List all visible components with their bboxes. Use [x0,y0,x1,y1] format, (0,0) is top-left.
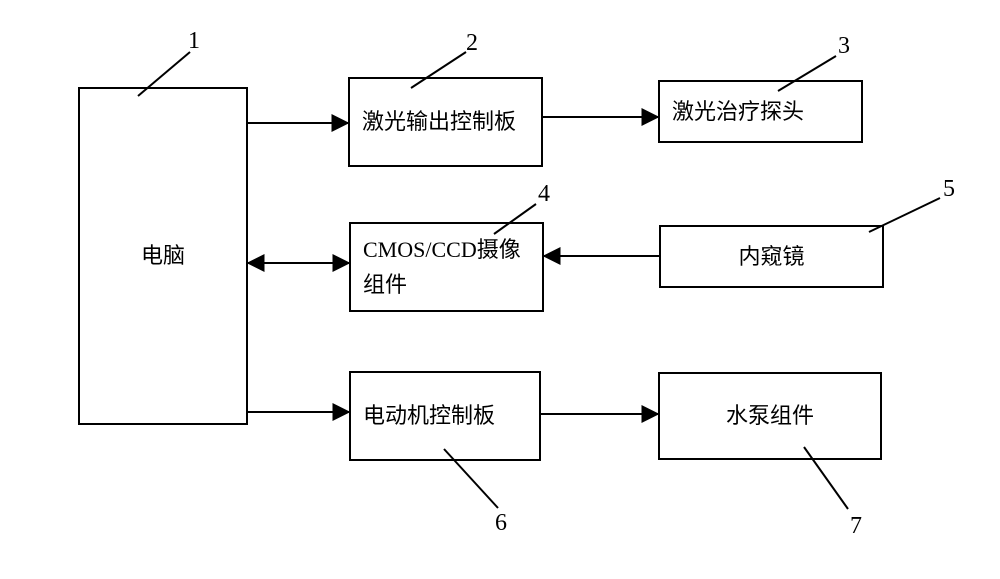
node-pump-label: 水泵组件 [672,398,868,433]
node-computer: 电脑 [78,87,248,425]
node-laser-probe-label: 激光治疗探头 [672,94,804,129]
callout-number-5: 5 [943,176,955,203]
callout-number-3: 3 [838,33,850,60]
callout-number-4: 4 [538,181,550,208]
callout-number-7: 7 [850,513,862,540]
callout-number-2: 2 [466,30,478,57]
node-endoscope-label: 内窥镜 [673,239,870,274]
node-laser-output-control: 激光输出控制板 [348,77,543,167]
node-motor-control-board: 电动机控制板 [349,371,541,461]
node-endoscope: 内窥镜 [659,225,884,288]
callout-number-1: 1 [188,28,200,55]
node-computer-label: 电脑 [92,238,234,273]
node-laser-treatment-probe: 激光治疗探头 [658,80,863,143]
callout-number-6: 6 [495,510,507,537]
diagram-canvas: 电脑 激光输出控制板 激光治疗探头 CMOS/CCD摄像组件 内窥镜 电动机控制… [0,0,1000,579]
node-camera-label: CMOS/CCD摄像组件 [363,232,530,302]
node-water-pump-assembly: 水泵组件 [658,372,882,460]
node-motor-ctrl-label: 电动机控制板 [363,398,495,433]
node-laser-ctrl-label: 激光输出控制板 [362,104,516,139]
node-cmos-ccd-camera: CMOS/CCD摄像组件 [349,222,544,312]
